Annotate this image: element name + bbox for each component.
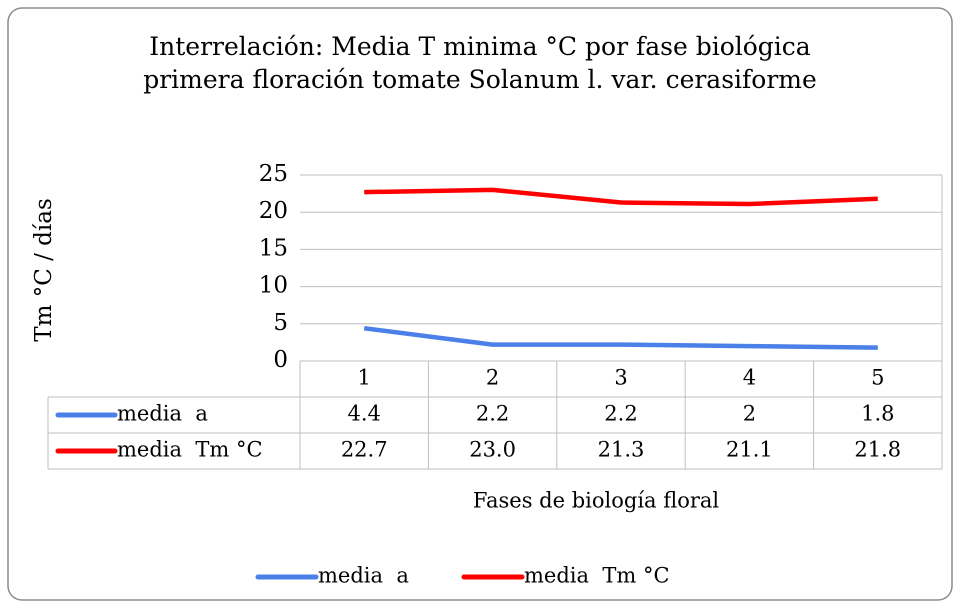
x-tick-label: 4 xyxy=(743,366,756,390)
data-label: 21.1 xyxy=(726,438,773,462)
data-label: 2 xyxy=(743,402,756,426)
data-label: 21.3 xyxy=(598,438,645,462)
chart-title: Interrelación: Media T minima °C por fas… xyxy=(143,32,817,94)
chart-frame xyxy=(7,7,953,601)
x-axis-title: Fases de biología floral xyxy=(473,489,720,513)
data-label: 23.0 xyxy=(469,438,516,462)
y-tick-label: 25 xyxy=(259,161,288,187)
table-row-label: media a xyxy=(117,402,208,426)
data-label: 21.8 xyxy=(854,438,901,462)
y-tick-label: 20 xyxy=(259,198,288,224)
data-label: 1.8 xyxy=(861,402,894,426)
x-tick-label: 2 xyxy=(486,366,499,390)
series-line xyxy=(364,187,878,207)
y-tick-label: 0 xyxy=(273,347,288,373)
x-tick-label: 3 xyxy=(614,366,627,390)
table-row-label: media Tm °C xyxy=(117,438,263,462)
series-line xyxy=(363,326,878,350)
y-tick-label: 10 xyxy=(259,273,288,299)
x-tick-label: 1 xyxy=(358,366,371,390)
y-tick-label: 15 xyxy=(259,235,288,261)
data-label: 2.2 xyxy=(476,402,509,426)
data-label: 2.2 xyxy=(604,402,637,426)
y-tick-label: 5 xyxy=(273,310,288,336)
legend-label: media Tm °C xyxy=(524,564,670,588)
legend-label: media a xyxy=(318,564,409,588)
x-tick-label: 5 xyxy=(871,366,884,390)
data-label: 22.7 xyxy=(341,438,388,462)
data-label: 4.4 xyxy=(347,402,380,426)
y-axis-title: Tm °C / días xyxy=(31,198,57,342)
